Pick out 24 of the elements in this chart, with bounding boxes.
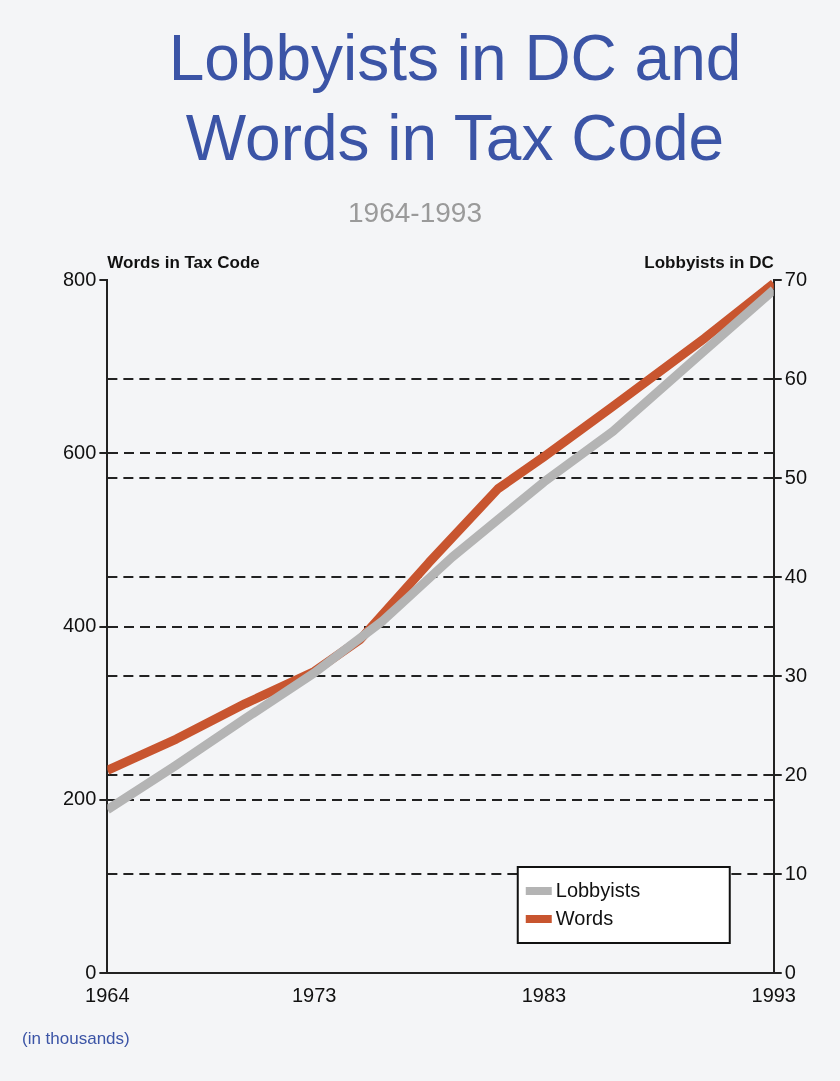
text: (in thousands)	[22, 1029, 130, 1048]
y-tick-label: 400	[62, 614, 97, 637]
y-tick-label: 600	[62, 440, 97, 463]
y2-tick-label: 50	[784, 465, 807, 488]
y-tick-label: 800	[62, 267, 97, 290]
y2-axis-title: Lobbyists in DC	[644, 253, 774, 272]
legend-label: Words	[555, 906, 614, 929]
y2-tick-label: 60	[784, 366, 807, 389]
chart-subtitle: 1964-1993	[348, 197, 482, 228]
x-tick-label: 1983	[521, 983, 567, 1006]
y2-tick-label: 10	[784, 861, 807, 884]
chart-title: Lobbyists in DC and Words in Tax Code	[168, 22, 742, 174]
y2-tick-label: 30	[784, 663, 807, 686]
y-axis-title: Words in Tax Code	[107, 253, 260, 272]
y2-tick-label: 40	[784, 564, 807, 587]
legend-label: Lobbyists	[555, 878, 641, 901]
y-tick-label: 0	[85, 960, 97, 983]
y2-tick-label: 70	[784, 267, 807, 290]
x-tick-label: 1993	[751, 983, 796, 1006]
x-tick-label: 1964	[85, 983, 130, 1006]
y2-tick-label: 20	[784, 762, 807, 785]
y2-tick-label: 0	[784, 960, 796, 983]
x-tick-label: 1973	[291, 983, 337, 1006]
y-tick-label: 200	[62, 787, 97, 810]
